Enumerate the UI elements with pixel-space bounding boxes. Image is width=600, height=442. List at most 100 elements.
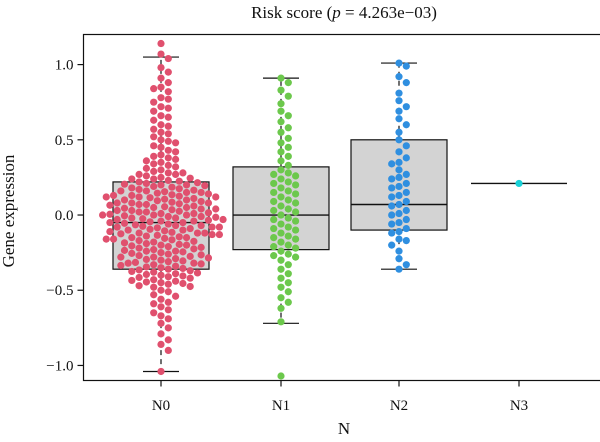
- data-point: [142, 263, 150, 271]
- data-point: [157, 295, 165, 303]
- data-point: [292, 217, 300, 225]
- data-point: [168, 236, 176, 244]
- data-point: [277, 294, 285, 302]
- data-point: [157, 340, 165, 348]
- data-point: [120, 219, 129, 227]
- data-point: [292, 208, 300, 216]
- data-point: [395, 128, 403, 136]
- data-point: [168, 206, 176, 214]
- data-point: [182, 211, 191, 219]
- data-point: [157, 50, 165, 58]
- data-point: [270, 206, 278, 215]
- data-point: [292, 253, 300, 261]
- data-point: [128, 175, 136, 183]
- data-point: [150, 291, 158, 299]
- data-point: [179, 248, 187, 256]
- data-point: [172, 221, 180, 230]
- data-point: [277, 304, 285, 312]
- data-point: [292, 172, 300, 180]
- data-point: [168, 198, 176, 206]
- data-point: [193, 269, 202, 277]
- data-point: [106, 210, 114, 218]
- data-point: [157, 303, 165, 311]
- data-point: [270, 224, 278, 233]
- data-point: [190, 259, 198, 267]
- data-point: [172, 139, 180, 147]
- data-point: [164, 220, 172, 228]
- data-point: [120, 212, 129, 220]
- data-point: [284, 241, 292, 249]
- data-point: [395, 73, 403, 81]
- data-point: [157, 158, 165, 166]
- data-point: [201, 229, 209, 237]
- data-point: [190, 186, 198, 194]
- y-tick-label: −1.0: [46, 358, 73, 374]
- data-point: [204, 190, 213, 198]
- data-point: [102, 235, 110, 243]
- group-n2: [350, 59, 448, 273]
- data-point: [284, 134, 292, 142]
- data-point: [164, 54, 172, 63]
- data-point: [395, 182, 403, 191]
- data-point: [402, 261, 410, 269]
- data-point: [186, 252, 194, 260]
- data-point: [157, 264, 165, 272]
- data-point: [208, 223, 216, 231]
- data-point: [197, 188, 205, 197]
- data-point: [292, 235, 300, 243]
- data-point: [284, 92, 292, 100]
- data-point: [395, 136, 403, 144]
- data-point: [284, 205, 292, 213]
- data-point: [164, 146, 172, 154]
- data-point: [157, 256, 165, 264]
- data-point: [212, 213, 220, 221]
- data-point: [113, 199, 121, 207]
- data-point: [150, 283, 158, 291]
- data-point: [395, 173, 403, 182]
- data-point: [388, 202, 396, 210]
- data-point: [190, 217, 198, 225]
- data-point: [142, 157, 150, 165]
- data-point: [146, 194, 154, 202]
- data-point: [142, 255, 150, 263]
- data-point: [402, 170, 410, 178]
- data-point: [120, 246, 129, 254]
- data-point: [128, 206, 136, 215]
- x-axis: N0 N1 N2 N3: [152, 380, 528, 414]
- data-point: [284, 187, 292, 195]
- data-point: [284, 79, 292, 87]
- data-point: [190, 194, 198, 203]
- data-point: [190, 209, 198, 218]
- plot-area: [99, 39, 567, 380]
- y-axis: −1.0 −0.5 0.0 0.5 1.0: [46, 58, 84, 374]
- data-point: [142, 208, 150, 216]
- data-point: [135, 170, 143, 178]
- data-point: [395, 247, 403, 255]
- data-point: [161, 227, 169, 235]
- data-point: [157, 121, 165, 129]
- data-point: [142, 187, 150, 195]
- data-point: [161, 195, 169, 203]
- data-point: [157, 241, 165, 249]
- data-point: [117, 253, 125, 261]
- data-point: [150, 142, 158, 150]
- data-point: [402, 206, 410, 215]
- x-tick-label: N2: [390, 398, 408, 414]
- data-point: [219, 215, 227, 224]
- data-point: [402, 224, 410, 233]
- data-point: [388, 211, 396, 219]
- data-point: [395, 166, 403, 174]
- data-point: [164, 250, 172, 258]
- data-point: [150, 160, 158, 168]
- data-point: [172, 292, 180, 300]
- data-point: [277, 372, 285, 380]
- data-point: [277, 202, 285, 210]
- data-point: [197, 197, 205, 206]
- data-point: [120, 204, 129, 212]
- data-point: [157, 103, 165, 111]
- chart-title: Risk score (p = 4.263e−03): [251, 3, 437, 22]
- data-point: [175, 240, 183, 248]
- data-point: [124, 226, 132, 234]
